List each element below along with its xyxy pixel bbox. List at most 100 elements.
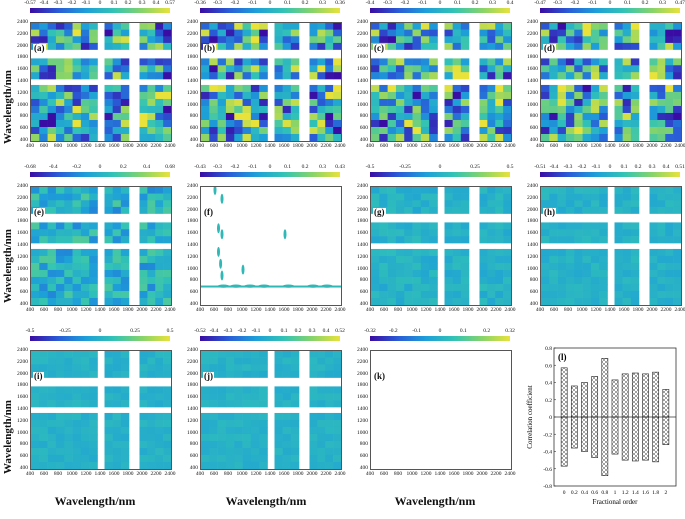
- bar-positive: [581, 383, 587, 418]
- heatmap-cell: [566, 58, 575, 65]
- heatmap-cell: [325, 65, 333, 72]
- heatmap-cell: [541, 298, 550, 305]
- y-tick-label: 1400: [527, 78, 538, 84]
- heatmap-cell: [89, 441, 98, 448]
- x-tick-label: 800: [54, 471, 62, 477]
- heatmap-cell: [413, 277, 422, 284]
- heatmap-cell: [325, 420, 333, 427]
- y-tick-label: 1800: [357, 54, 368, 60]
- heatmap-cell: [503, 277, 511, 284]
- heatmap-cell: [105, 92, 113, 99]
- heatmap-cell: [325, 85, 333, 92]
- heatmap-cell: [558, 65, 567, 72]
- y-tick-label: 400: [190, 137, 198, 143]
- heatmap-cell: [226, 462, 235, 469]
- heatmap-cell: [631, 23, 639, 30]
- heatmap-cell: [163, 65, 171, 72]
- heatmap-cell: [615, 106, 623, 113]
- colorbar-tick: -0.3: [224, 328, 233, 334]
- heatmap-cell: [325, 127, 333, 134]
- heatmap-cell: [453, 36, 461, 43]
- panel-label: (e): [33, 208, 45, 217]
- colorbar-tick: 0.2: [120, 164, 127, 170]
- heatmap-cell: [615, 277, 623, 284]
- heatmap-cell: [155, 30, 163, 37]
- y-tick-label: 1200: [187, 254, 198, 260]
- heatmap-cell: [121, 200, 129, 207]
- x-tick-label: 1600: [109, 307, 120, 313]
- heatmap-cell: [487, 72, 495, 79]
- heatmap-cell: [73, 371, 82, 378]
- heatmap-cell: [461, 58, 469, 65]
- heatmap-cell: [283, 36, 291, 43]
- x-tick-label: 2400: [675, 307, 685, 313]
- heatmap-cell: [105, 413, 113, 420]
- heatmap-cell: [480, 106, 488, 113]
- heatmap-cell: [566, 229, 575, 236]
- y-tick-label: 2000: [527, 43, 538, 49]
- y-tick-label: 2400: [357, 19, 368, 25]
- heatmap-cell: [226, 106, 235, 113]
- heatmap-cell: [429, 277, 438, 284]
- heatmap-cell: [163, 85, 171, 92]
- y-tick-label: 1400: [187, 242, 198, 248]
- heatmap-cell: [371, 92, 380, 99]
- heatmap-cell: [31, 270, 40, 277]
- bar-negative: [581, 417, 587, 452]
- y-tick-label: 1200: [357, 418, 368, 424]
- heatmap-cell: [121, 371, 129, 378]
- heatmap-cell: [310, 400, 318, 407]
- heatmap-cell: [549, 113, 558, 120]
- heatmap-cell: [218, 420, 227, 427]
- colorbar-tick: -0.52: [194, 328, 205, 334]
- heatmap-cell: [31, 386, 40, 393]
- heatmap-cell: [31, 236, 40, 243]
- heatmap-cell: [163, 99, 171, 106]
- heatmap-cell: [201, 106, 210, 113]
- heatmap-cell: [566, 222, 575, 229]
- heatmap-cell: [73, 106, 82, 113]
- heatmap-cell: [226, 386, 235, 393]
- heatmap-cell: [73, 291, 82, 298]
- colorbar-tick: 0: [609, 164, 612, 170]
- heatmap-cell: [31, 462, 40, 469]
- heatmap-cell: [163, 113, 171, 120]
- heatmap-svg: [201, 187, 341, 305]
- heatmap-cell: [39, 291, 48, 298]
- colorbar-tick: 0.2: [125, 0, 132, 6]
- heatmap-cell: [453, 200, 461, 207]
- heatmap-cell: [234, 134, 243, 141]
- heatmap-cell: [657, 194, 665, 201]
- heatmap-cell: [615, 200, 623, 207]
- x-tick-label: 1200: [421, 143, 432, 149]
- colorbar-tick: 0.1: [284, 0, 291, 6]
- heatmap-cell: [495, 270, 503, 277]
- heatmap-cell: [121, 36, 129, 43]
- heatmap-cell: [73, 207, 82, 214]
- heatmap-cell: [631, 43, 639, 50]
- heatmap-line: [201, 286, 341, 288]
- heatmap-cell: [421, 256, 430, 263]
- bar-positive: [622, 374, 628, 417]
- colorbar-tick: 0.3: [309, 328, 316, 334]
- heatmap-cell: [615, 72, 623, 79]
- heatmap-cell: [283, 134, 291, 141]
- heatmap-cell: [325, 448, 333, 455]
- heatmap-cell: [549, 99, 558, 106]
- heatmap-cell: [48, 127, 57, 134]
- heatmap-cell: [105, 187, 113, 194]
- heatmap-cell: [379, 277, 388, 284]
- heatmap-cell: [226, 36, 235, 43]
- heatmap-cell: [404, 72, 413, 79]
- heatmap-cell: [631, 236, 639, 243]
- heatmap-cell: [259, 106, 268, 113]
- heatmap-cell: [631, 284, 639, 291]
- heatmap-cell: [243, 351, 252, 358]
- heatmap-cell: [574, 229, 583, 236]
- heatmap-cell: [623, 249, 631, 256]
- heatmap-cell: [259, 65, 268, 72]
- colorbar-tick: 0.1: [111, 0, 118, 6]
- heatmap-cell: [140, 43, 148, 50]
- heatmap-cell: [333, 36, 341, 43]
